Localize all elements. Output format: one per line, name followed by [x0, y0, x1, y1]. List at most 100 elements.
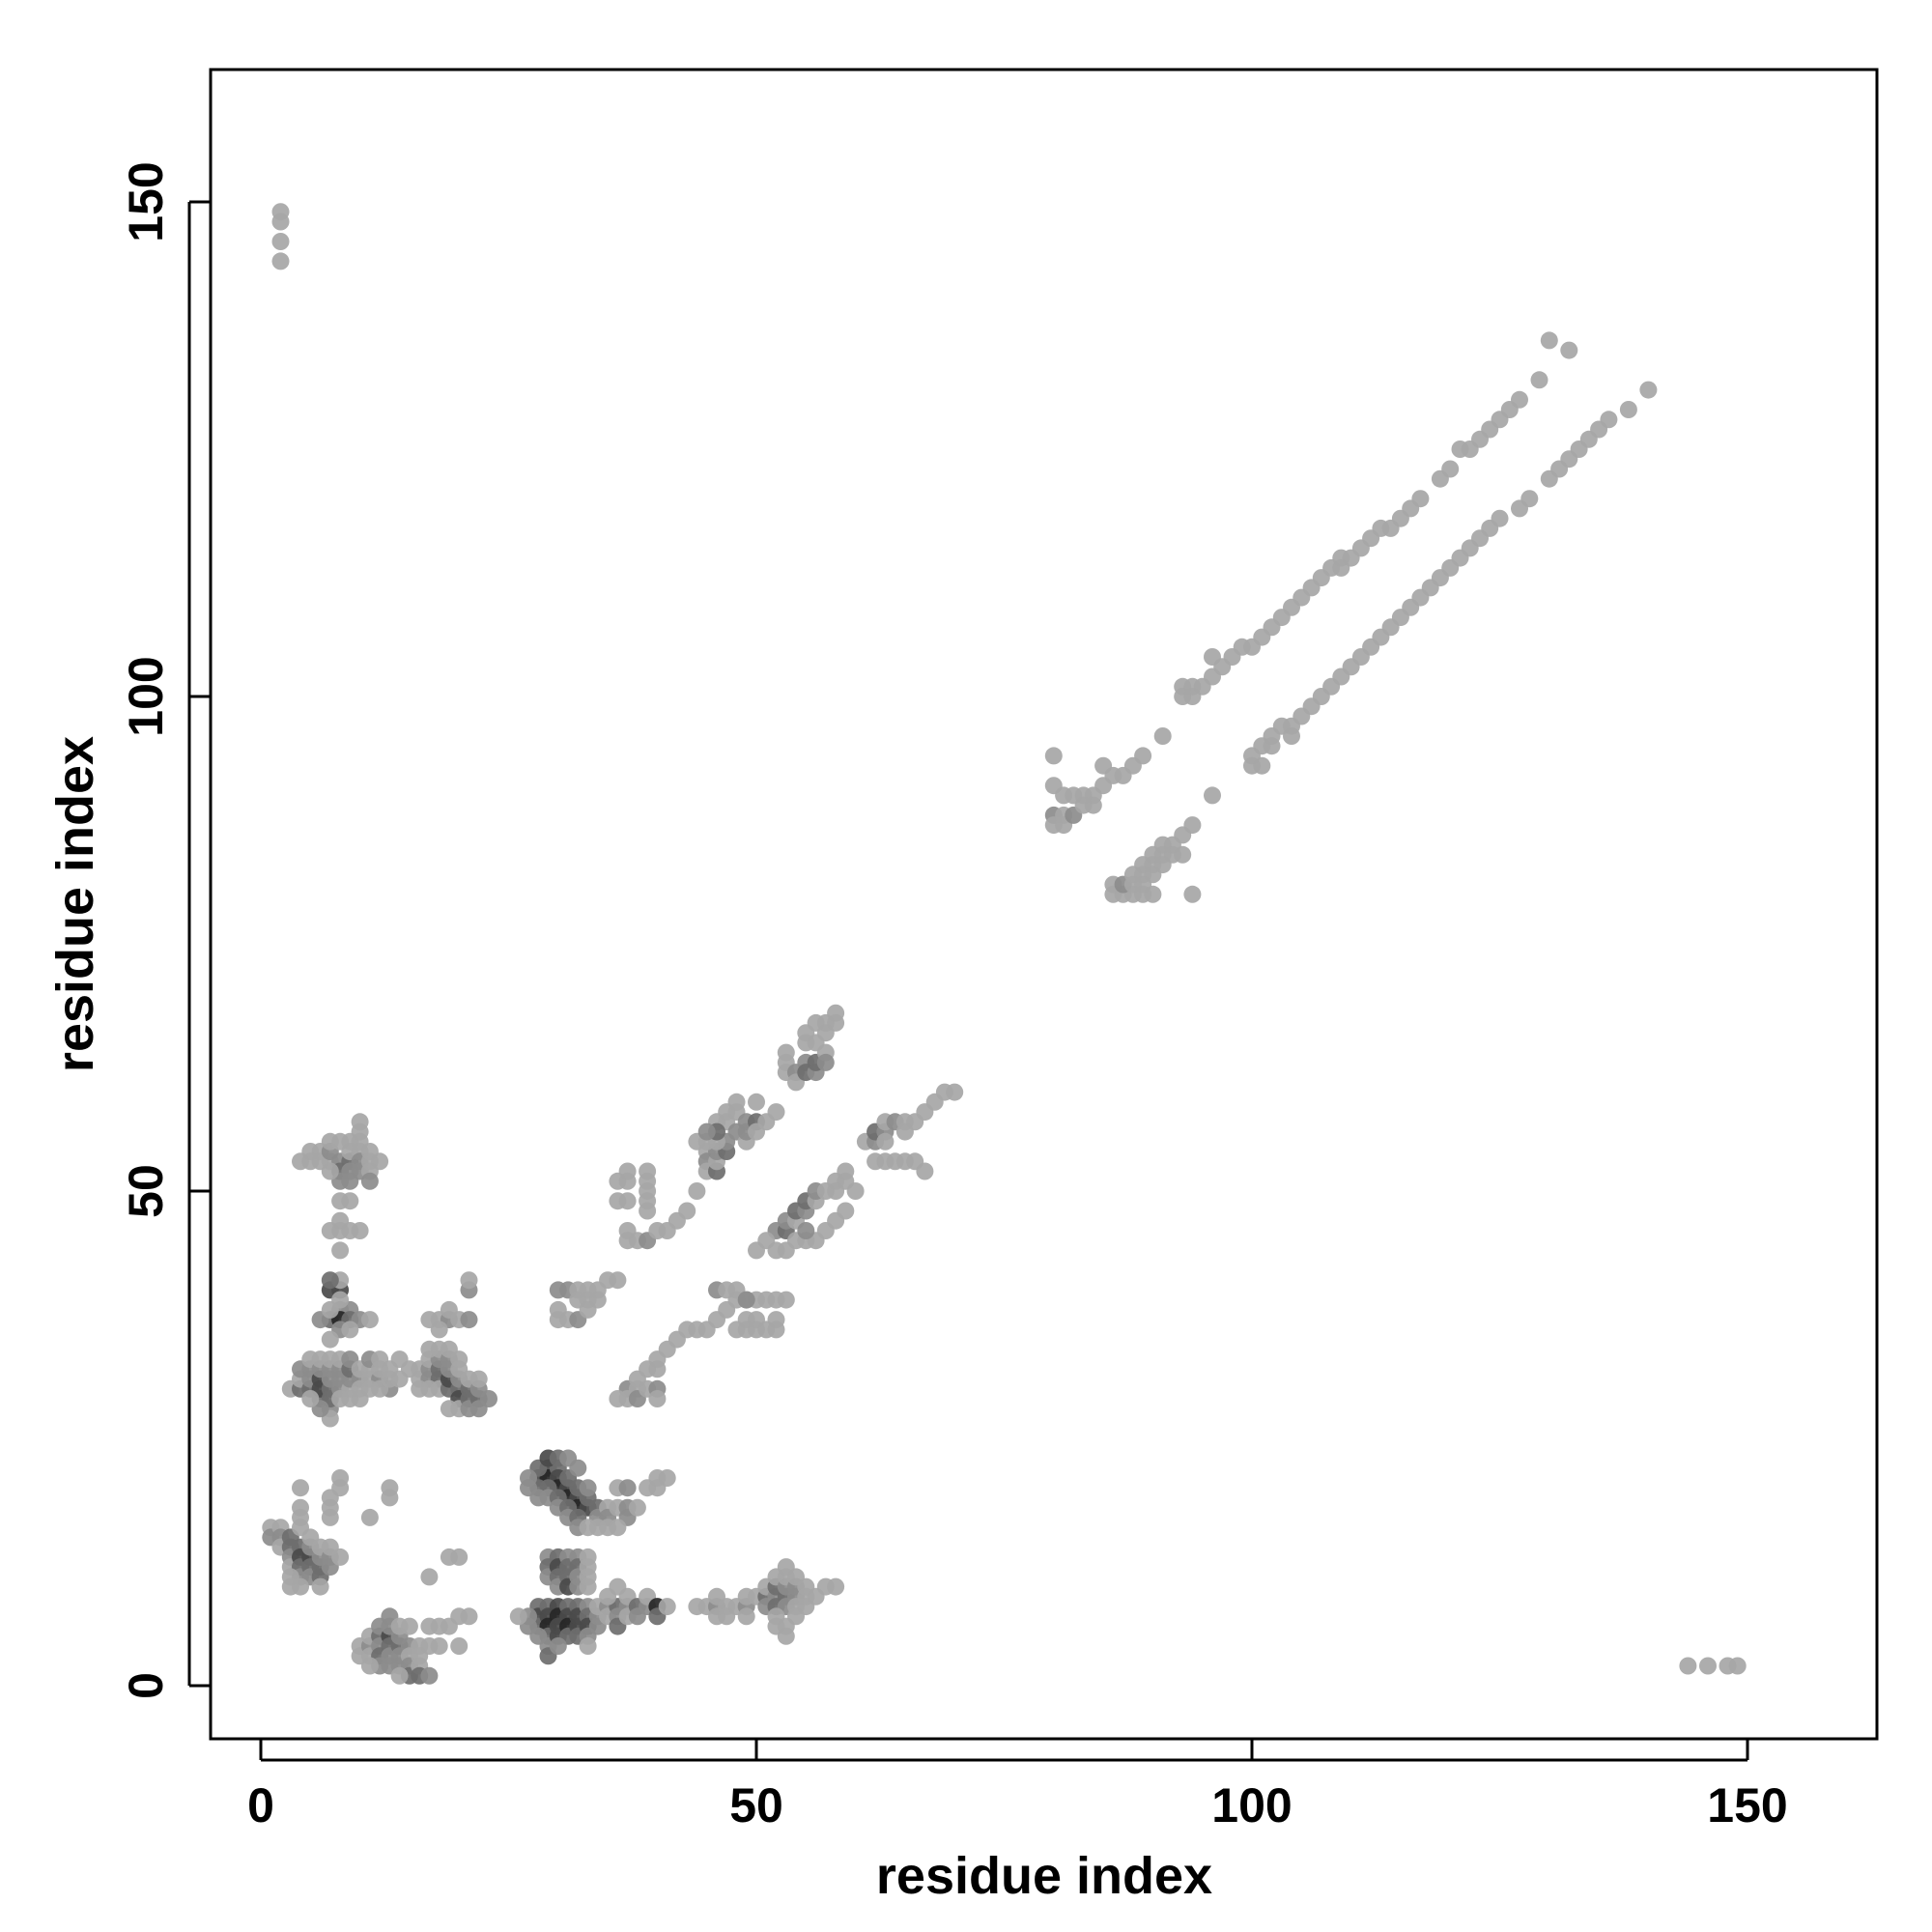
contact-point-244 [678, 1202, 696, 1220]
plot-frame [209, 68, 1879, 1741]
contact-point-335 [569, 1459, 587, 1477]
contact-point-507 [341, 1321, 359, 1339]
contact-point-220 [837, 1202, 855, 1220]
contact-point-689 [360, 1657, 379, 1675]
contact-point-46 [1144, 885, 1162, 903]
contact-point-478 [351, 1113, 369, 1131]
contact-point-279 [777, 1291, 795, 1309]
contact-point-364 [579, 1577, 597, 1596]
contact-point-226 [837, 1162, 855, 1180]
contact-point-394 [549, 1637, 567, 1655]
contact-point-670 [400, 1617, 418, 1635]
contact-point-593 [440, 1400, 458, 1418]
contact-point-297 [748, 1311, 765, 1329]
contact-point-88 [1540, 331, 1558, 350]
y-tick-label-150: 150 [119, 161, 173, 242]
contact-point-129 [1619, 401, 1637, 418]
contact-point-260 [549, 1300, 567, 1319]
contact-point-589 [480, 1390, 497, 1407]
contact-point-172 [767, 1103, 785, 1122]
contact-point-200 [895, 1122, 914, 1141]
contact-point-92 [1253, 756, 1271, 775]
contact-point-1 [271, 213, 290, 231]
contact-point-236 [639, 1202, 657, 1220]
contact-point-179 [697, 1122, 716, 1141]
contact-point-285 [648, 1390, 667, 1407]
contact-point-497 [321, 1271, 339, 1290]
contact-point-645 [381, 1479, 399, 1497]
x-axis: 0 50 100 150 residue index [247, 1739, 1788, 1905]
contact-point-594 [450, 1350, 469, 1369]
contact-point-636 [331, 1548, 350, 1566]
contact-point-198 [916, 1162, 934, 1180]
contact-point-675 [420, 1666, 439, 1685]
contact-point-23 [1153, 727, 1172, 745]
contact-point-152 [816, 1053, 835, 1071]
contact-point-638 [331, 1469, 350, 1487]
contact-point-174 [727, 1093, 746, 1111]
contact-point-591 [420, 1379, 439, 1398]
contact-point-44 [1204, 786, 1221, 805]
contact-point-599 [460, 1311, 478, 1329]
contact-point-153 [827, 1013, 845, 1032]
contact-point-642 [311, 1577, 329, 1596]
contact-point-121 [1520, 490, 1539, 508]
x-tick-label-100: 100 [1211, 1778, 1292, 1833]
contact-point-687 [390, 1666, 409, 1685]
y-axis-title: residue index [46, 736, 104, 1072]
contact-point-482 [321, 1132, 339, 1151]
contact-point-119 [1491, 509, 1509, 527]
contact-point-449 [777, 1627, 795, 1645]
contact-point-588 [469, 1370, 488, 1388]
contact-point-192 [946, 1083, 964, 1101]
data-points [262, 203, 1747, 1685]
contact-point-342 [628, 1498, 646, 1517]
x-tick-label-50: 50 [729, 1778, 783, 1833]
contact-point-487 [331, 1241, 350, 1260]
contact-point-2 [271, 233, 290, 250]
contact-point-488 [321, 1222, 339, 1239]
contact-point-555 [301, 1390, 320, 1407]
y-tick-label-100: 100 [119, 656, 173, 736]
contact-point-98 [1283, 727, 1300, 745]
contact-point-643 [360, 1508, 379, 1526]
contact-point-677 [430, 1637, 448, 1655]
contact-point-132 [1699, 1657, 1717, 1675]
contact-point-89 [1560, 341, 1578, 359]
contact-point-641 [292, 1577, 309, 1596]
contact-point-491 [321, 1162, 339, 1180]
contact-point-450 [787, 1607, 805, 1626]
contact-point-289 [737, 1291, 755, 1309]
contact-point-225 [827, 1182, 845, 1200]
contact-point-620 [292, 1479, 309, 1497]
contact-point-619 [292, 1498, 309, 1517]
contact-point-688 [411, 1647, 429, 1665]
contact-point-254 [609, 1271, 627, 1290]
contact-point-77 [1411, 490, 1430, 508]
contact-point-415 [609, 1577, 627, 1596]
contact-point-134 [1728, 1657, 1747, 1675]
contact-point-128 [1600, 411, 1618, 429]
contact-point-295 [767, 1321, 785, 1339]
contact-point-490 [351, 1222, 369, 1239]
contact-point-395 [579, 1637, 597, 1655]
contact-point-53 [1183, 688, 1202, 705]
contact-point-231 [618, 1192, 637, 1210]
contact-point-331 [529, 1489, 548, 1507]
y-tick-label-0: 0 [119, 1672, 173, 1699]
contact-point-95 [1263, 737, 1281, 755]
contact-point-224 [767, 1241, 785, 1260]
contact-point-4 [1044, 747, 1063, 765]
contact-point-682 [460, 1607, 478, 1626]
contact-point-683 [420, 1568, 439, 1586]
contact-point-86 [1511, 390, 1528, 409]
contact-point-43 [1183, 816, 1202, 835]
contact-point-22 [1134, 747, 1152, 765]
x-tick-label-0: 0 [247, 1778, 274, 1833]
contact-point-16 [1084, 796, 1102, 814]
contact-point-3 [271, 252, 290, 270]
x-axis-title: residue index [876, 1847, 1212, 1905]
contact-point-47 [1183, 885, 1202, 903]
contact-point-392 [529, 1627, 548, 1645]
